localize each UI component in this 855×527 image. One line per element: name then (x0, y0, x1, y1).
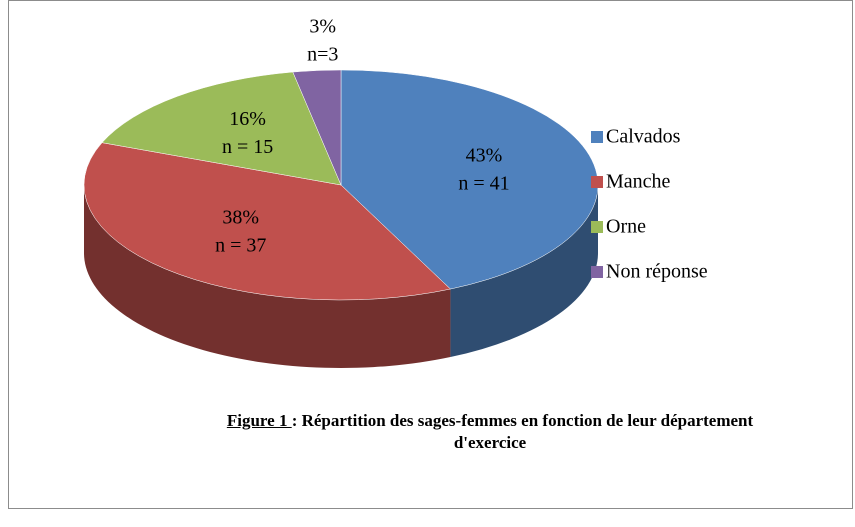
count-label: n = 37 (215, 234, 266, 256)
legend-swatch (591, 266, 603, 278)
legend-label: Calvados (606, 126, 681, 148)
value-label: 38% (222, 206, 259, 228)
chart-title: Figure 1 : Répartition des sages-femmes … (190, 410, 790, 454)
slice (83, 142, 451, 301)
slice (101, 71, 342, 186)
legend-label: Non réponse (606, 261, 708, 283)
legend: Calvados Manche Orne Non réponse (591, 126, 708, 283)
slice-side (84, 185, 451, 368)
count-label: n=3 (307, 43, 338, 65)
data-labels: 43% n = 41 38% n = 37 16% n = 15 3% n=3 (215, 15, 510, 256)
slice-side (450, 185, 598, 358)
legend-swatch (591, 176, 603, 188)
value-label: 43% (466, 144, 503, 166)
value-label: 3% (309, 15, 336, 37)
legend-label: Orne (606, 216, 646, 238)
count-label: n = 15 (222, 136, 273, 158)
slice (292, 69, 342, 186)
title-text: : Répartition des sages-femmes en foncti… (291, 411, 754, 452)
slice (340, 69, 599, 290)
legend-swatch (591, 131, 603, 143)
legend-swatch (591, 221, 603, 233)
count-label: n = 41 (458, 172, 509, 194)
pie-sides (84, 185, 598, 368)
legend-label: Manche (606, 171, 671, 193)
value-label: 16% (229, 108, 266, 130)
figure-label: Figure 1 (226, 411, 292, 430)
pie-tops (83, 69, 599, 301)
